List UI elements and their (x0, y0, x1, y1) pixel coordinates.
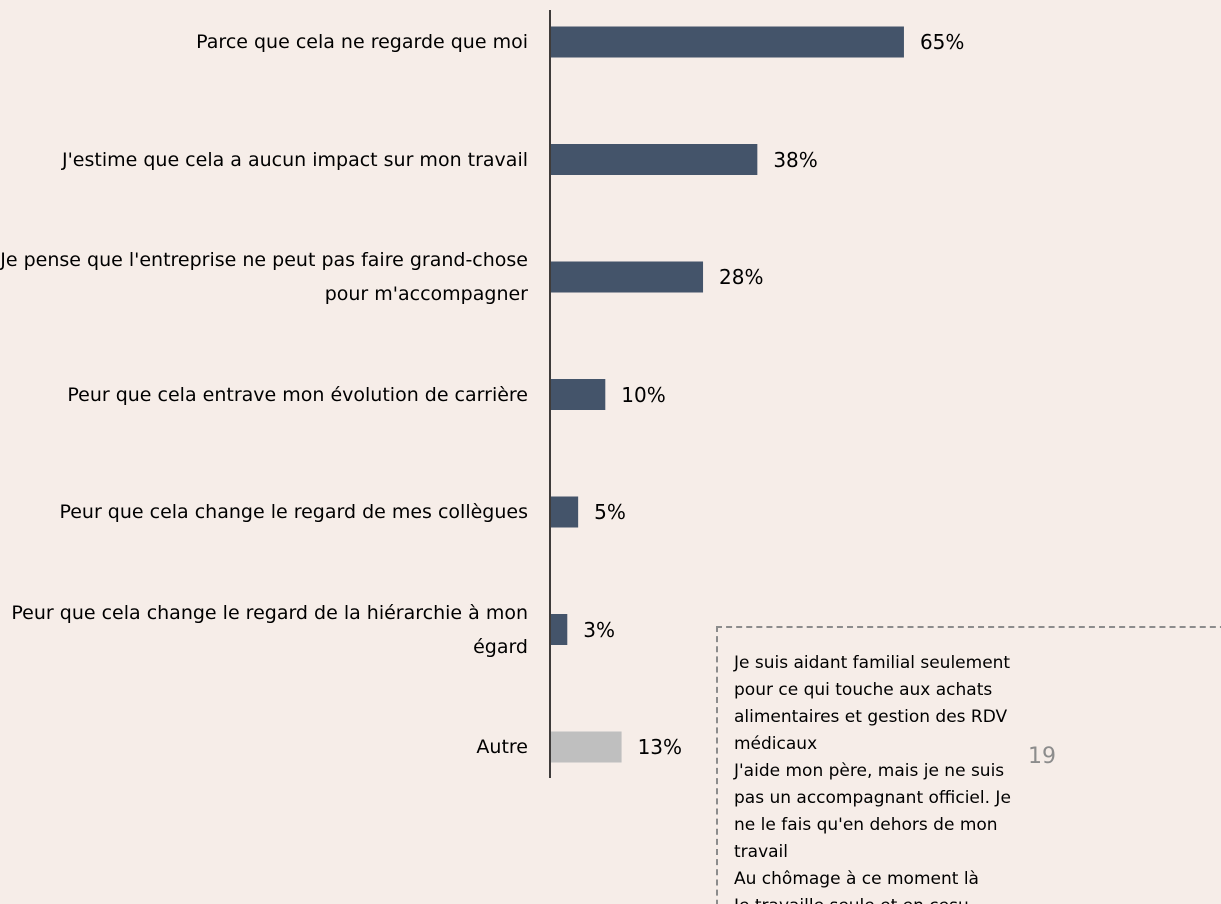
bar (551, 261, 704, 293)
bar (551, 496, 579, 528)
page-number: 19 (1028, 744, 1056, 769)
value-label: 13% (637, 735, 683, 759)
bar (551, 731, 622, 763)
value-label: 38% (773, 147, 818, 172)
annotation-text: J'aide mon père, mais je ne suis pas un … (734, 761, 1011, 862)
annotation-text: Je travaille seule et en cesu (734, 893, 1014, 904)
category-label: Peur que cela change le regard de la hié… (11, 601, 528, 658)
value-label: 65% (919, 30, 965, 54)
bar (551, 614, 568, 645)
category-label: J'estime que cela a aucun impact sur mon… (61, 148, 528, 171)
annotation-box: Je suis aidant familial seulement pour c… (716, 626, 1221, 904)
annotation-text: Au chômage à ce moment là (734, 869, 979, 889)
value-label: 3% (583, 617, 616, 642)
category-label: Autre (476, 736, 528, 758)
category-label: Je pense que l'entreprise ne peut pas fa… (0, 249, 528, 305)
bar (551, 26, 904, 58)
category-label: Parce que cela ne regarde que moi (196, 31, 528, 53)
annotation-text: Je suis aidant familial seulement pour c… (734, 653, 1011, 754)
bar (551, 144, 758, 175)
category-label: Peur que cela change le regard de mes co… (59, 501, 528, 523)
bar (551, 379, 606, 410)
value-label: 5% (594, 500, 626, 524)
category-label: Peur que cela entrave mon évolution de c… (67, 383, 528, 406)
value-label: 28% (719, 265, 764, 289)
value-label: 10% (621, 382, 666, 407)
